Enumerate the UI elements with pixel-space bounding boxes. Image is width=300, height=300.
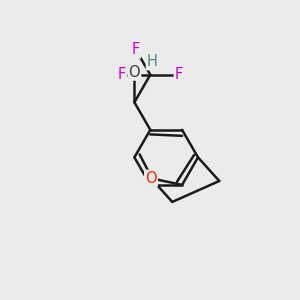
Text: O: O: [145, 171, 157, 186]
Text: F: F: [118, 67, 126, 82]
Text: H: H: [147, 54, 158, 69]
Text: O: O: [129, 64, 140, 80]
Text: F: F: [132, 43, 140, 58]
Text: F: F: [175, 67, 183, 82]
